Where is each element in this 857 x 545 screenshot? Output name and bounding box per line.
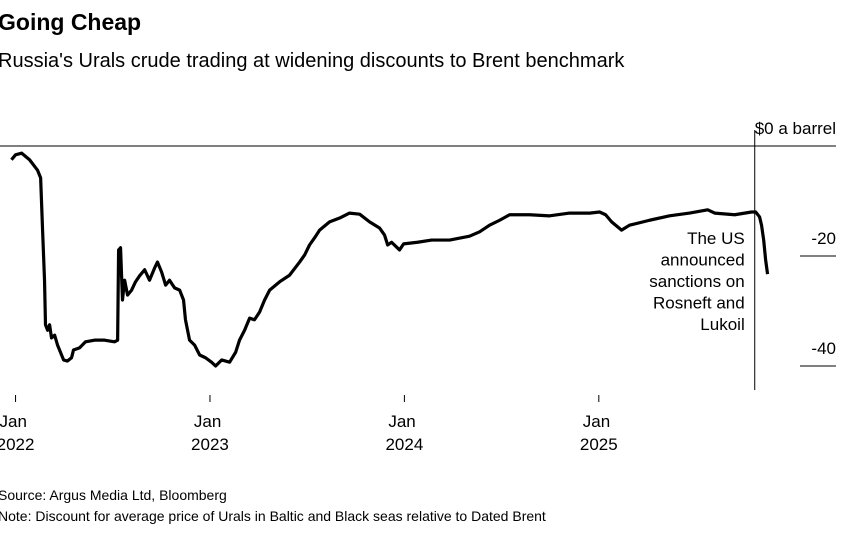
y-tick-label: -40 xyxy=(811,339,836,358)
source: Source: Argus Media Ltd, Bloomberg xyxy=(0,487,227,503)
x-tick-label: Jan 2023 xyxy=(191,412,229,454)
annotation-text: announced xyxy=(661,251,745,270)
x-tick-label: Jan 2022 xyxy=(0,412,34,454)
chart-title: Going Cheap xyxy=(0,9,141,35)
note: Note: Discount for average price of Ural… xyxy=(0,508,546,524)
x-tick-label: Jan 2024 xyxy=(385,412,423,454)
annotation-text: sanctions on xyxy=(649,272,744,291)
y-tick-label: -20 xyxy=(811,229,836,248)
annotation-text: The US xyxy=(687,229,745,248)
chart-subtitle: Russia's Urals crude trading at widening… xyxy=(0,50,625,72)
y-tick-label: $0 a barrel xyxy=(755,119,836,138)
annotation-text: Rosneft and xyxy=(653,294,745,313)
annotation-text: Lukoil xyxy=(700,315,744,334)
x-tick-label: Jan 2025 xyxy=(580,412,618,454)
data-line xyxy=(10,151,770,368)
